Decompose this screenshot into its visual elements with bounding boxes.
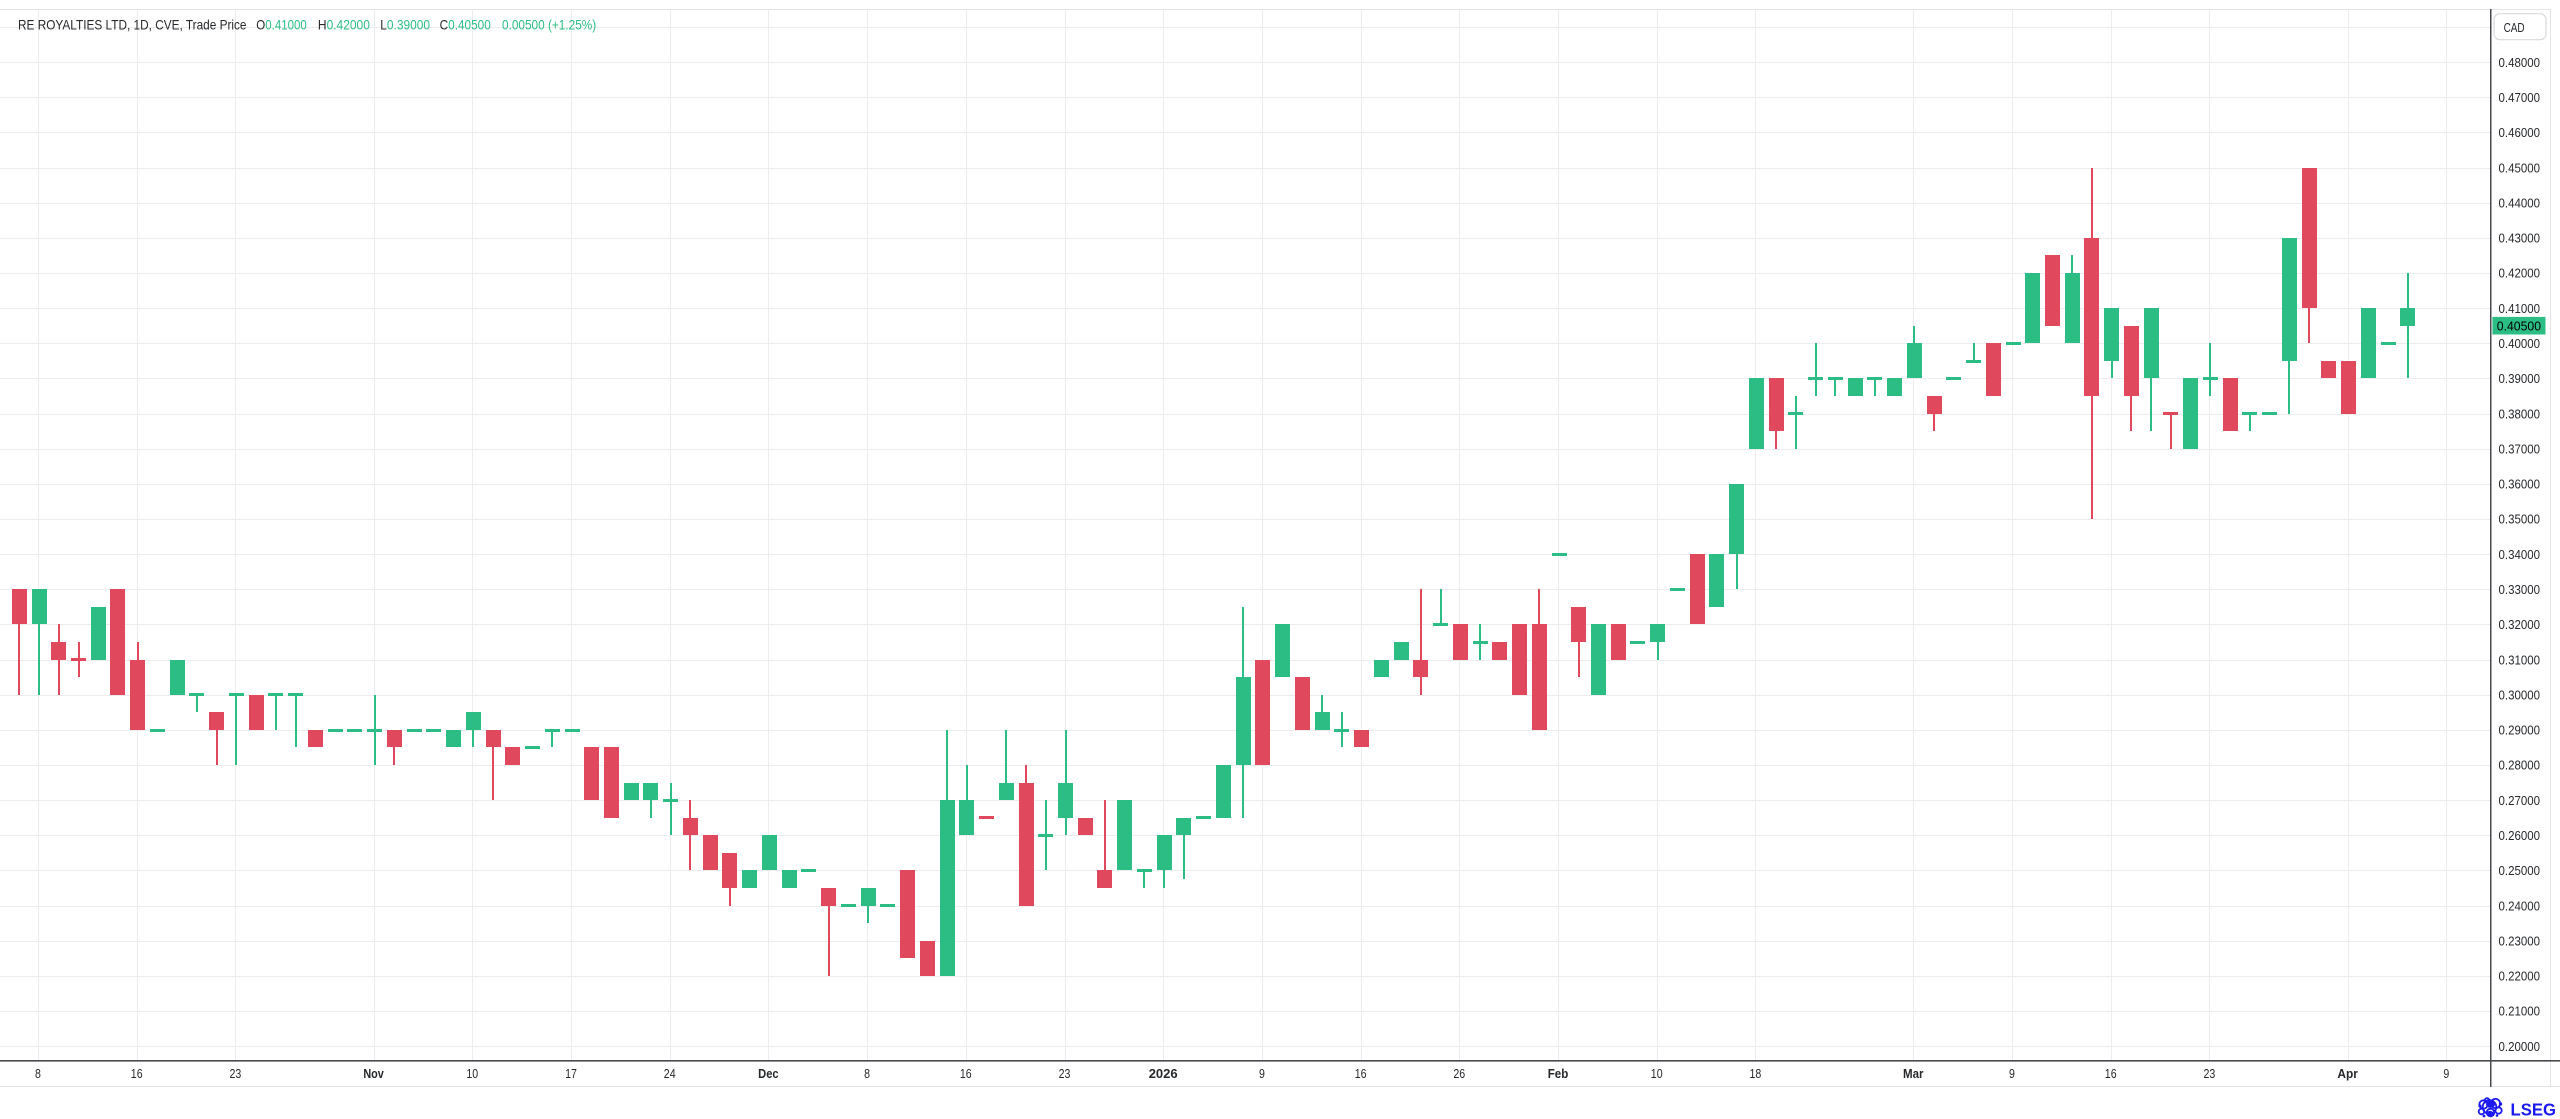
svg-text:0.46000: 0.46000 <box>2499 125 2541 140</box>
svg-text:24: 24 <box>664 1066 676 1081</box>
svg-text:16: 16 <box>960 1066 972 1081</box>
svg-text:16: 16 <box>131 1066 143 1081</box>
svg-text:Feb: Feb <box>1548 1066 1569 1081</box>
svg-text:0.30000: 0.30000 <box>2499 687 2541 702</box>
svg-text:0.00500 (+1.25%): 0.00500 (+1.25%) <box>502 16 596 32</box>
svg-text:8: 8 <box>864 1066 870 1081</box>
svg-text:0.43000: 0.43000 <box>2499 231 2541 246</box>
svg-text:23: 23 <box>2204 1066 2216 1081</box>
svg-text:0.37000: 0.37000 <box>2499 441 2541 456</box>
svg-text:17: 17 <box>565 1066 577 1081</box>
svg-text:0.26000: 0.26000 <box>2499 828 2541 843</box>
svg-text:0.31000: 0.31000 <box>2499 652 2541 667</box>
svg-text:10: 10 <box>466 1066 478 1081</box>
svg-text:C0.40500: C0.40500 <box>440 16 491 32</box>
svg-text:0.47000: 0.47000 <box>2499 90 2541 105</box>
svg-text:0.40000: 0.40000 <box>2499 336 2541 351</box>
svg-text:0.32000: 0.32000 <box>2499 617 2541 632</box>
svg-text:0.48000: 0.48000 <box>2499 55 2541 70</box>
svg-text:0.22000: 0.22000 <box>2499 969 2541 984</box>
svg-text:0.21000: 0.21000 <box>2499 1004 2541 1019</box>
svg-text:0.41000: 0.41000 <box>2499 301 2541 316</box>
svg-text:0.24000: 0.24000 <box>2499 898 2541 913</box>
svg-text:10: 10 <box>1651 1066 1663 1081</box>
svg-text:16: 16 <box>2105 1066 2117 1081</box>
svg-text:0.38000: 0.38000 <box>2499 406 2541 421</box>
svg-text:18: 18 <box>1750 1066 1762 1081</box>
svg-text:0.36000: 0.36000 <box>2499 477 2541 492</box>
svg-text:9: 9 <box>2009 1066 2015 1081</box>
svg-text:LSEG: LSEG <box>2511 1099 2557 1119</box>
svg-text:0.23000: 0.23000 <box>2499 933 2541 948</box>
svg-text:0.28000: 0.28000 <box>2499 758 2541 773</box>
svg-text:23: 23 <box>1059 1066 1071 1081</box>
svg-text:0.25000: 0.25000 <box>2499 863 2541 878</box>
svg-text:0.35000: 0.35000 <box>2499 512 2541 527</box>
svg-text:16: 16 <box>1355 1066 1367 1081</box>
svg-text:0.29000: 0.29000 <box>2499 723 2541 738</box>
svg-text:CAD: CAD <box>2504 20 2525 35</box>
svg-text:0.42000: 0.42000 <box>2499 266 2541 281</box>
svg-text:8: 8 <box>35 1066 41 1081</box>
svg-text:Nov: Nov <box>363 1066 384 1081</box>
svg-text:L0.39000: L0.39000 <box>380 16 430 32</box>
svg-text:0.39000: 0.39000 <box>2499 371 2541 386</box>
svg-text:0.20000: 0.20000 <box>2499 1039 2541 1054</box>
svg-text:Mar: Mar <box>1903 1066 1924 1081</box>
svg-text:9: 9 <box>1259 1066 1265 1081</box>
svg-text:9: 9 <box>2443 1066 2449 1081</box>
svg-text:0.45000: 0.45000 <box>2499 160 2541 175</box>
svg-text:RE ROYALTIES LTD, 1D, CVE, Tra: RE ROYALTIES LTD, 1D, CVE, Trade Price <box>18 16 247 32</box>
svg-text:0.27000: 0.27000 <box>2499 793 2541 808</box>
svg-text:0.40500: 0.40500 <box>2497 318 2541 333</box>
svg-text:0.33000: 0.33000 <box>2499 582 2541 597</box>
svg-text:Apr: Apr <box>2337 1066 2358 1081</box>
svg-text:H0.42000: H0.42000 <box>318 16 370 32</box>
svg-text:26: 26 <box>1453 1066 1465 1081</box>
svg-text:23: 23 <box>230 1066 242 1081</box>
svg-text:O0.41000: O0.41000 <box>256 16 307 32</box>
svg-text:0.44000: 0.44000 <box>2499 196 2541 211</box>
svg-text:2026: 2026 <box>1149 1066 1178 1081</box>
svg-text:Dec: Dec <box>758 1066 779 1081</box>
svg-text:0.34000: 0.34000 <box>2499 547 2541 562</box>
